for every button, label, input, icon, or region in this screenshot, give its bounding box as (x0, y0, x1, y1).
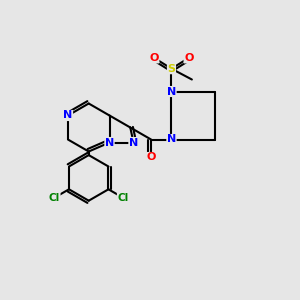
Text: Cl: Cl (117, 193, 129, 203)
Text: N: N (63, 110, 73, 121)
Text: N: N (167, 86, 176, 97)
Text: O: O (146, 152, 156, 163)
Text: O: O (184, 53, 194, 63)
Text: S: S (167, 64, 175, 74)
Text: N: N (129, 137, 138, 148)
Text: O: O (149, 53, 159, 63)
Text: N: N (105, 137, 114, 148)
Text: Cl: Cl (49, 193, 60, 203)
Text: N: N (167, 134, 176, 145)
